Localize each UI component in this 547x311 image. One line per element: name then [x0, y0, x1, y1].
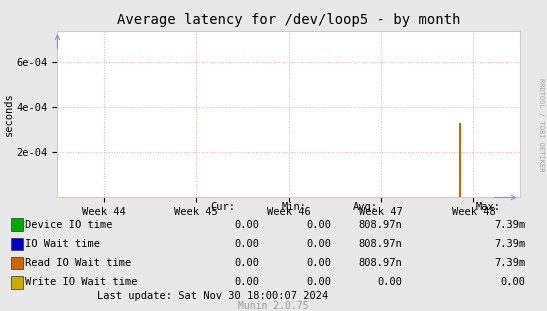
Text: Device IO time: Device IO time: [25, 220, 112, 230]
Text: 0.00: 0.00: [306, 277, 331, 287]
Text: Avg:: Avg:: [353, 202, 378, 212]
Text: Last update: Sat Nov 30 18:00:07 2024: Last update: Sat Nov 30 18:00:07 2024: [97, 290, 328, 300]
Text: 0.00: 0.00: [235, 220, 260, 230]
Text: Munin 2.0.75: Munin 2.0.75: [238, 301, 309, 311]
Text: Max:: Max:: [476, 202, 501, 212]
Text: 808.97n: 808.97n: [358, 258, 402, 268]
Text: 808.97n: 808.97n: [358, 220, 402, 230]
Text: 0.00: 0.00: [306, 258, 331, 268]
Text: 0.00: 0.00: [377, 277, 402, 287]
Text: 0.00: 0.00: [500, 277, 525, 287]
Text: RRDTOOL / TOBI OETIKER: RRDTOOL / TOBI OETIKER: [538, 78, 544, 171]
Text: Write IO Wait time: Write IO Wait time: [25, 277, 137, 287]
Text: 0.00: 0.00: [306, 220, 331, 230]
Y-axis label: seconds: seconds: [4, 92, 14, 136]
Text: IO Wait time: IO Wait time: [25, 239, 100, 249]
Text: 7.39m: 7.39m: [494, 220, 525, 230]
Text: 0.00: 0.00: [235, 258, 260, 268]
Text: Cur:: Cur:: [211, 202, 236, 212]
Text: Min:: Min:: [282, 202, 307, 212]
Text: 7.39m: 7.39m: [494, 258, 525, 268]
Text: 0.00: 0.00: [235, 277, 260, 287]
Text: 808.97n: 808.97n: [358, 239, 402, 249]
Text: 0.00: 0.00: [306, 239, 331, 249]
Text: 7.39m: 7.39m: [494, 239, 525, 249]
Text: Read IO Wait time: Read IO Wait time: [25, 258, 131, 268]
Text: 0.00: 0.00: [235, 239, 260, 249]
Title: Average latency for /dev/loop5 - by month: Average latency for /dev/loop5 - by mont…: [117, 13, 460, 27]
